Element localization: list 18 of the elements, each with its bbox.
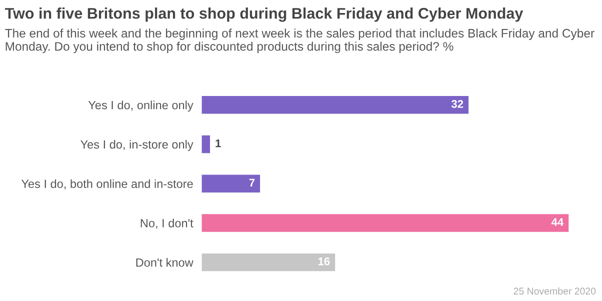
y-tick-label: Yes I do, both online and in-store — [21, 179, 193, 190]
y-tick-label: Yes I do, in-store only — [80, 140, 194, 151]
y-tick-label: Don't know — [136, 258, 194, 267]
chart-subtitle: The end of this week and the beginning of next week is the sales period that includes Black Friday and Cyber Monday. Do you intend to shop for discounted products during this sales period? % — [5, 28, 594, 54]
data-label: 44 — [551, 218, 564, 226]
bar — [202, 135, 210, 154]
text: 25 November 2020 — [514, 287, 596, 295]
data-label: 1 — [216, 139, 221, 148]
data-label: 32 — [451, 100, 464, 108]
data-label: 16 — [318, 257, 330, 266]
data-label: 7 — [249, 178, 255, 186]
bar — [202, 174, 260, 192]
chart-title: Two in five Britons plan to shop during Black Friday and Cyber Monday — [4, 8, 524, 22]
bar — [202, 253, 336, 272]
y-tick-label: Yes I do, online only — [88, 100, 194, 112]
y-tick-label: No, I don't — [140, 218, 194, 229]
bar — [202, 96, 469, 114]
bar — [202, 214, 569, 232]
